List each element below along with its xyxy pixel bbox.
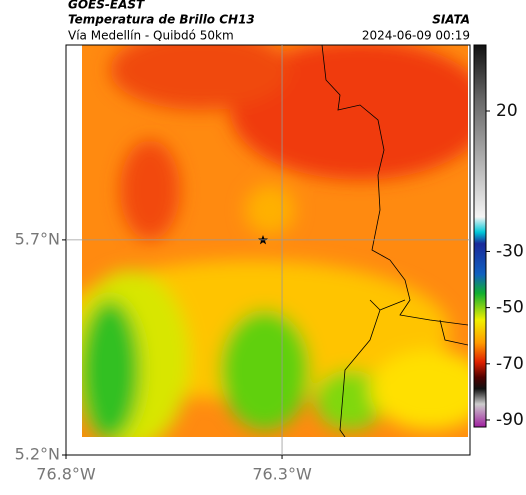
- colorbar: [473, 44, 487, 428]
- subtitle: Temperatura de Brillo CH13: [68, 13, 255, 27]
- colorbar-tick-label: -30: [496, 241, 524, 261]
- source: SIATA: [432, 13, 470, 27]
- colorbar-tick-label: -90: [496, 410, 524, 430]
- map-image: [82, 45, 468, 437]
- colorbar-tick-label: -50: [496, 298, 524, 318]
- colorbar-tick-label: 20: [496, 101, 518, 121]
- title: GOES-EAST: [68, 0, 145, 12]
- lon-tick-label: 76.8°W: [36, 465, 96, 484]
- lat-tick-label: 5.2°N: [15, 445, 60, 464]
- lon-tick-label: 76.3°W: [252, 465, 312, 484]
- map-frame: [65, 44, 471, 456]
- location: Vía Medellín - Quibdó 50km: [68, 29, 234, 43]
- datetime: 2024-06-09 00:19: [362, 29, 470, 43]
- lat-tick-label: 5.7°N: [15, 229, 60, 248]
- colorbar-tick-label: -70: [496, 354, 524, 374]
